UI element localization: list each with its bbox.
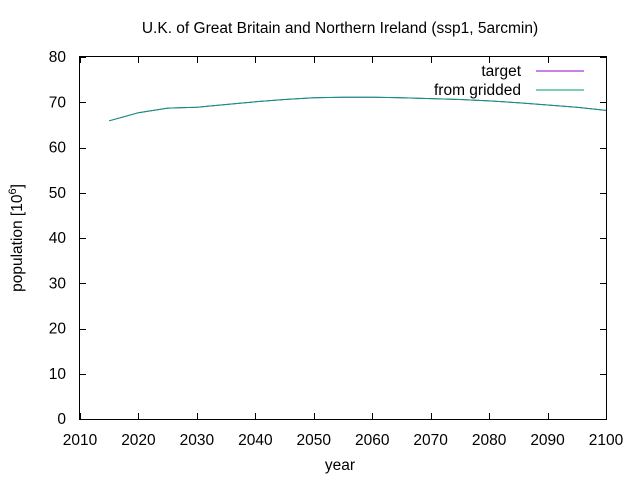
y-tick-label: 50 (49, 185, 67, 202)
series-lines (109, 96, 607, 122)
legend-label-target: target (481, 63, 521, 80)
y-tick-label: 70 (49, 94, 67, 111)
y-tick-label: 40 (49, 230, 67, 247)
legend-label-from-gridded: from gridded (434, 82, 521, 99)
y-tick-label: 60 (49, 140, 67, 157)
axis-ticks (80, 57, 607, 420)
series-line-from-gridded (109, 96, 607, 122)
y-axis-label-suffix: ] (9, 184, 26, 188)
x-axis-label: year (325, 457, 355, 474)
y-tick-labels: 0 10 20 30 40 50 60 70 80 (49, 49, 67, 428)
series-line-target (109, 96, 607, 122)
y-axis-label: population [106] (7, 184, 26, 292)
x-tick-label: 2010 (63, 432, 98, 449)
chart-title: U.K. of Great Britain and Northern Irela… (142, 20, 538, 37)
x-tick-label: 2090 (530, 432, 565, 449)
y-tick-label: 30 (49, 275, 67, 292)
legend: target from gridded (434, 63, 584, 99)
y-tick-label: 20 (49, 321, 67, 338)
x-tick-label: 2070 (413, 432, 448, 449)
x-tick-label: 2030 (180, 432, 215, 449)
y-tick-label: 0 (57, 411, 66, 428)
plot-frame (79, 56, 607, 420)
x-tick-labels: 2010 2020 2030 2040 2050 2060 2070 2080 2090 2100 (63, 432, 624, 449)
x-tick-label: 2060 (355, 432, 390, 449)
x-tick-label: 2050 (297, 432, 332, 449)
y-tick-label: 10 (49, 366, 67, 383)
x-tick-label: 2040 (238, 432, 273, 449)
x-tick-label: 2020 (121, 432, 156, 449)
y-axis-label-main: population [10 (9, 194, 26, 292)
y-axis-label-exponent: 6 (7, 188, 19, 194)
x-tick-label: 2080 (472, 432, 507, 449)
x-tick-label: 2100 (589, 432, 624, 449)
y-tick-label: 80 (49, 49, 67, 66)
